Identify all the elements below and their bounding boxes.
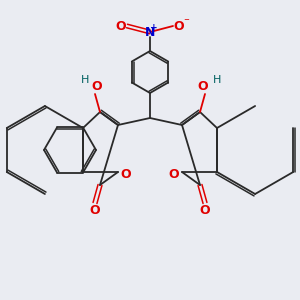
Text: O: O — [121, 169, 131, 182]
Text: H: H — [81, 75, 89, 85]
Text: H: H — [213, 75, 221, 85]
Text: O: O — [174, 20, 184, 32]
Text: O: O — [92, 80, 102, 92]
Text: O: O — [116, 20, 126, 32]
Text: ⁻: ⁻ — [183, 17, 189, 27]
Text: O: O — [169, 169, 179, 182]
Text: N: N — [145, 26, 155, 38]
Text: O: O — [90, 203, 100, 217]
Text: O: O — [198, 80, 208, 92]
Text: +: + — [150, 22, 158, 32]
Text: O: O — [200, 203, 210, 217]
